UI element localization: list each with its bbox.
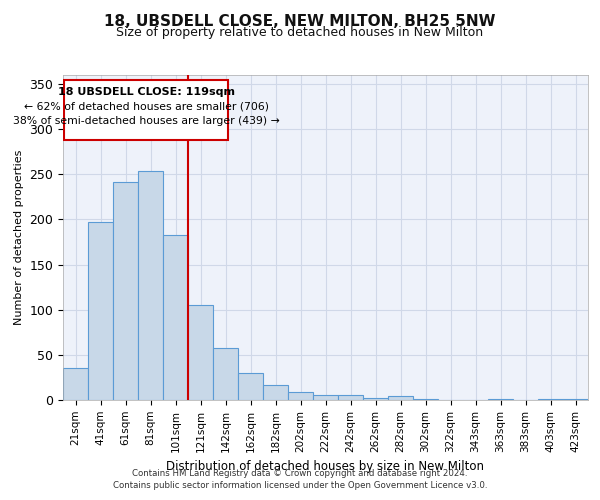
Bar [488,399,513,400]
Bar [313,394,338,400]
Bar [138,170,163,400]
Bar [363,398,388,400]
Text: 38% of semi-detached houses are larger (439) →: 38% of semi-detached houses are larger (… [13,116,280,126]
Bar [163,235,188,400]
Y-axis label: Number of detached properties: Number of detached properties [14,150,24,325]
Bar [113,182,138,400]
Bar [263,384,288,400]
Bar [288,392,313,400]
Bar [563,399,588,400]
Bar [238,373,263,400]
Text: 18, UBSDELL CLOSE, NEW MILTON, BH25 5NW: 18, UBSDELL CLOSE, NEW MILTON, BH25 5NW [104,14,496,29]
Text: ← 62% of detached houses are smaller (706): ← 62% of detached houses are smaller (70… [23,101,269,111]
Bar [338,394,363,400]
Text: 18 UBSDELL CLOSE: 119sqm: 18 UBSDELL CLOSE: 119sqm [58,86,235,97]
FancyBboxPatch shape [64,80,228,140]
Text: Contains public sector information licensed under the Open Government Licence v3: Contains public sector information licen… [113,481,487,490]
Bar [63,368,88,400]
Bar [413,399,438,400]
Bar [188,305,213,400]
Bar [538,399,563,400]
X-axis label: Distribution of detached houses by size in New Milton: Distribution of detached houses by size … [167,460,485,473]
Bar [388,396,413,400]
Text: Size of property relative to detached houses in New Milton: Size of property relative to detached ho… [116,26,484,39]
Bar [213,348,238,400]
Text: Contains HM Land Registry data © Crown copyright and database right 2024.: Contains HM Land Registry data © Crown c… [132,470,468,478]
Bar [88,222,113,400]
